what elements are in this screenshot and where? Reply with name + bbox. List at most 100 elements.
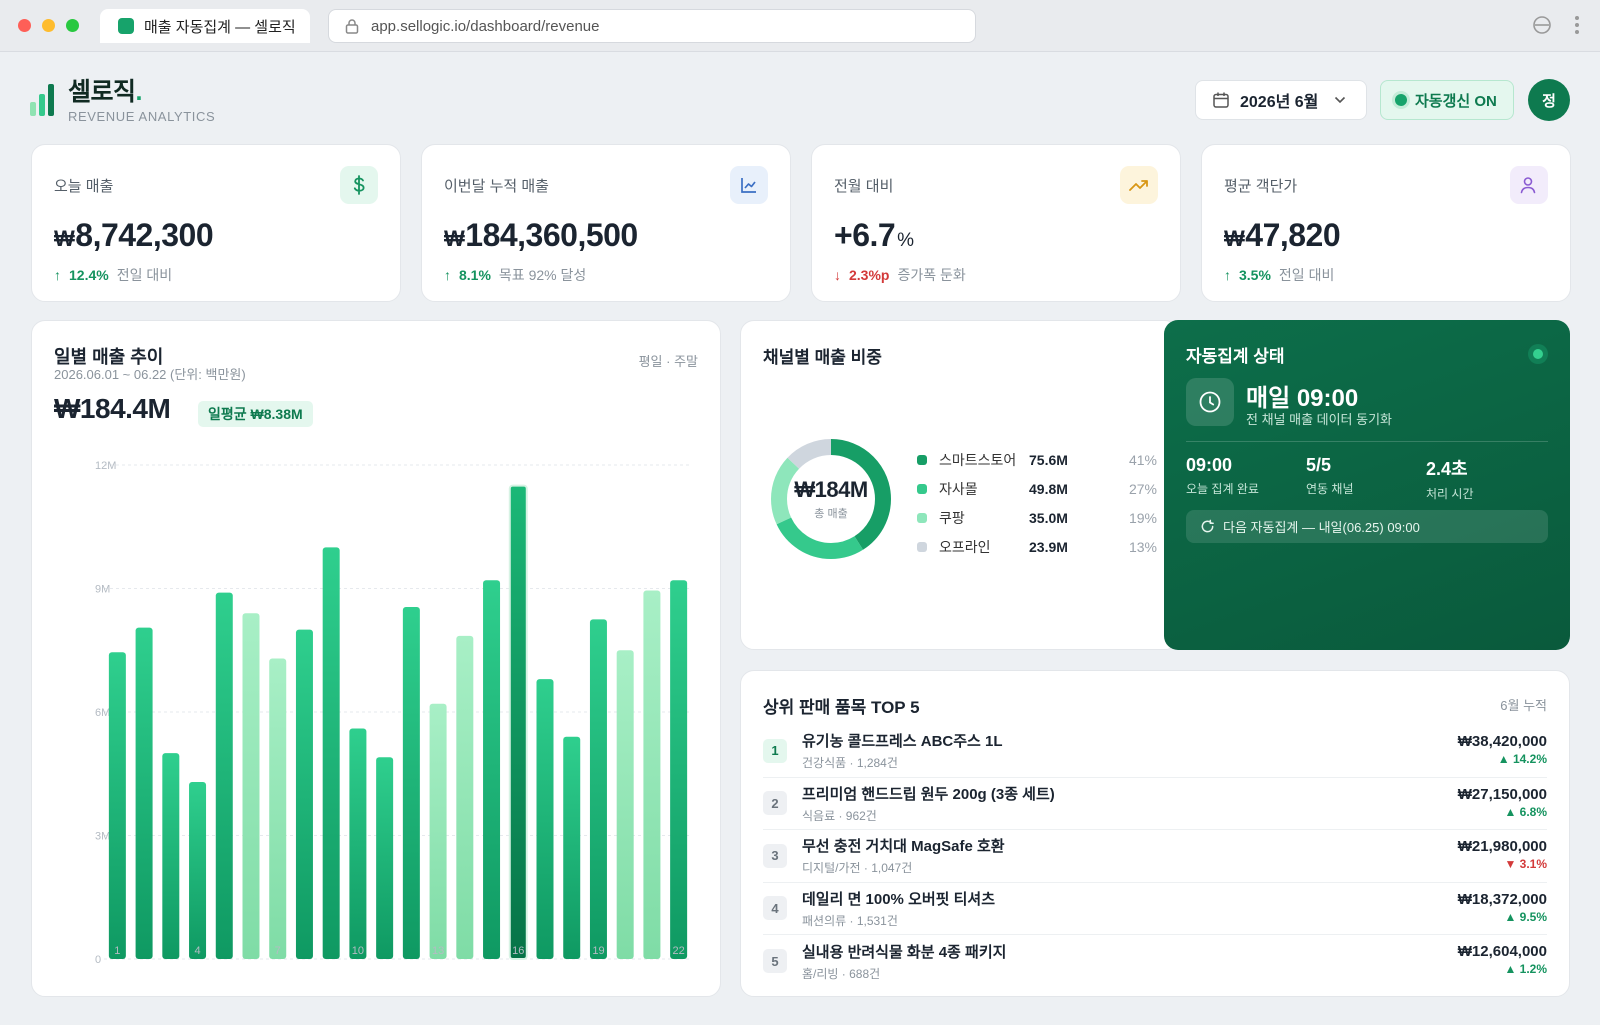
user-avatar[interactable]: 정 — [1528, 79, 1570, 121]
x-tick-label: 4 — [194, 945, 200, 957]
bar-day-15[interactable] — [483, 580, 501, 959]
bar-day-17[interactable] — [536, 679, 554, 959]
bar-day-9[interactable] — [322, 547, 340, 959]
legend-swatch — [917, 454, 927, 465]
schedule-description: 전 채널 매출 데이터 동기화 — [1246, 412, 1393, 427]
bar-day-8[interactable] — [295, 629, 313, 959]
clock-icon — [1186, 378, 1234, 426]
line-chart-icon — [730, 166, 768, 204]
refresh-icon — [1201, 519, 1214, 533]
legend-swatch — [917, 512, 927, 523]
daily-sales-chart: 0 3M 6M 9M 12M 1 4 7 10 13 16 19 22 — [95, 460, 692, 966]
chart-total: ₩184.4M — [54, 393, 171, 424]
bar-day-4[interactable] — [189, 781, 207, 959]
minimize-window-button[interactable] — [42, 19, 55, 32]
legend-item[interactable]: 오프라인 23.9M 13% — [917, 532, 1157, 561]
y-tick-label: 6M — [95, 707, 110, 719]
legend-item[interactable]: 자사몰 49.8M 27% — [917, 474, 1157, 503]
rank-badge: 2 — [763, 791, 787, 816]
x-tick-label: 1 — [114, 945, 120, 957]
product-meta: 디지털/가전 · 1,047건 — [802, 861, 913, 876]
metric-value: 2.4초 — [1426, 459, 1468, 479]
product-change: ▼ 3.1% — [1504, 857, 1547, 871]
bar-day-16[interactable] — [508, 484, 528, 960]
product-meta: 식음료 · 962건 — [802, 808, 877, 823]
legend-name: 오프라인 — [939, 538, 991, 555]
y-tick-label: 12M — [95, 460, 116, 472]
product-name: 무선 충전 거치대 MagSafe 호환 — [802, 838, 1005, 856]
legend-item[interactable]: 쿠팡 35.0M 19% — [917, 503, 1157, 532]
bar-day-10[interactable] — [349, 728, 367, 959]
x-tick-label: 19 — [592, 945, 604, 957]
legend-swatch — [917, 541, 927, 552]
legend-percent: 41% — [1128, 451, 1157, 468]
brand-logo[interactable]: 셀로직. REVENUE ANALYTICS — [30, 78, 215, 124]
legend-value: 49.8M — [1029, 480, 1068, 497]
address-bar[interactable]: app.sellogic.io/dashboard/revenue — [328, 9, 976, 43]
top-products-title: 상위 판매 품목 TOP 5 — [763, 698, 920, 717]
kpi-value: ₩47,820 — [1224, 217, 1341, 253]
bar-day-2[interactable] — [135, 627, 153, 959]
rank-badge: 4 — [763, 896, 787, 921]
month-selector[interactable]: 2026년 6월 — [1195, 80, 1367, 120]
bar-day-20[interactable] — [616, 650, 634, 959]
x-tick-label: 16 — [512, 945, 524, 957]
channel-title: 채널별 매출 비중 — [763, 348, 882, 367]
kpi-change: ↑ 12.4% 전일 대비 — [54, 267, 173, 283]
maximize-window-button[interactable] — [66, 19, 79, 32]
user-icon — [1510, 166, 1548, 204]
legend-name: 쿠팡 — [939, 509, 965, 526]
bar-day-11[interactable] — [376, 757, 394, 959]
extensions-icon[interactable] — [1532, 15, 1552, 35]
metric-label: 처리 시간 — [1426, 487, 1474, 501]
dollar-icon — [340, 166, 378, 204]
legend-item[interactable]: 스마트스토어 75.6M 41% — [917, 445, 1157, 474]
bar-day-21[interactable] — [643, 590, 661, 959]
kpi-label: 평균 객단가 — [1224, 178, 1298, 195]
donut-center-value: ₩184M — [794, 477, 868, 502]
product-row[interactable]: 5 실내용 반려식물 화분 4종 패키지 홈/리빙 · 688건 ₩12,604… — [763, 935, 1547, 988]
bar-day-3[interactable] — [162, 753, 180, 959]
product-name: 데일리 면 100% 오버핏 티셔츠 — [802, 890, 996, 908]
next-run-banner[interactable]: 다음 자동집계 — 내일(06.25) 09:00 — [1186, 510, 1548, 543]
bar-day-22[interactable] — [670, 580, 688, 959]
bar-day-13[interactable] — [429, 703, 447, 959]
trending-up-icon — [1120, 166, 1158, 204]
legend-percent: 19% — [1128, 509, 1157, 526]
status-metric: 09:00 오늘 집계 완료 — [1186, 455, 1259, 497]
bar-day-14[interactable] — [456, 635, 474, 959]
bar-day-1[interactable] — [108, 652, 126, 959]
bar-day-7[interactable] — [269, 658, 287, 959]
product-meta: 홈/리빙 · 688건 — [802, 966, 881, 981]
bar-day-18[interactable] — [563, 736, 581, 959]
bar-day-6[interactable] — [242, 613, 260, 959]
product-row[interactable]: 4 데일리 면 100% 오버핏 티셔츠 패션의류 · 1,531건 ₩18,3… — [763, 883, 1547, 935]
browser-tab[interactable]: 매출 자동집계 — 셀로직 — [100, 9, 310, 43]
donut-slice[interactable] — [771, 439, 891, 559]
rank-badge: 1 — [763, 738, 787, 763]
next-run-text: 다음 자동집계 — 내일(06.25) 09:00 — [1223, 520, 1420, 535]
more-menu-icon[interactable] — [1574, 15, 1580, 35]
schedule-time: 매일 09:00 — [1246, 385, 1359, 412]
weekday-weekend-toggle[interactable]: 평일 · 주말 — [638, 354, 698, 369]
product-row[interactable]: 1 유기농 콜드프레스 ABC주스 1L 건강식품 · 1,284건 ₩38,4… — [763, 725, 1547, 778]
bar-day-19[interactable] — [589, 619, 607, 959]
kpi-value: ₩184,360,500 — [444, 217, 638, 253]
kpi-card-month-sales: 이번달 누적 매출 ₩184,360,500 ↑ 8.1% 목표 92% 달성 — [421, 144, 791, 302]
product-amount: ₩27,150,000 — [1457, 785, 1547, 803]
donut-slice[interactable] — [771, 439, 891, 559]
bar-day-5[interactable] — [215, 592, 233, 959]
donut-slice[interactable] — [771, 439, 891, 559]
chart-subtitle: 2026.06.01 ~ 06.22 (단위: 백만원) — [54, 367, 246, 382]
chevron-down-icon — [1335, 96, 1346, 104]
x-tick-label: 10 — [352, 945, 364, 957]
close-window-button[interactable] — [18, 19, 31, 32]
metric-label: 오늘 집계 완료 — [1186, 482, 1259, 496]
product-row[interactable]: 2 프리미엄 핸드드립 원두 200g (3종 세트) 식음료 · 962건 ₩… — [763, 778, 1547, 830]
bar-day-12[interactable] — [402, 607, 420, 959]
product-row[interactable]: 3 무선 충전 거치대 MagSafe 호환 디지털/가전 · 1,047건 ₩… — [763, 830, 1547, 883]
product-name: 실내용 반려식물 화분 4종 패키지 — [802, 943, 1007, 961]
product-change: ▲ 6.8% — [1504, 804, 1547, 819]
auto-refresh-toggle[interactable]: 자동갱신 ON — [1380, 80, 1514, 120]
divider — [1186, 441, 1548, 442]
